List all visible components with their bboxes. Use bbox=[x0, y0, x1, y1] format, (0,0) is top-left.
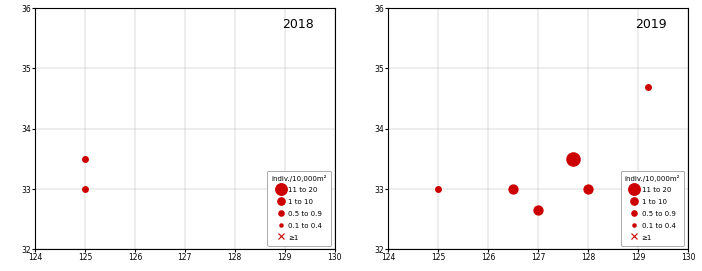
Text: 2019: 2019 bbox=[635, 18, 667, 31]
Point bbox=[533, 208, 544, 212]
Point bbox=[432, 187, 444, 191]
Point bbox=[567, 157, 578, 161]
Point bbox=[583, 187, 594, 191]
Point bbox=[79, 157, 91, 161]
Legend: 11 to 20, 1 to 10, 0.5 to 0.9, 0.1 to 0.4, ≥1: 11 to 20, 1 to 10, 0.5 to 0.9, 0.1 to 0.… bbox=[621, 171, 684, 246]
Point bbox=[79, 187, 91, 191]
Point bbox=[508, 187, 519, 191]
Legend: 11 to 20, 1 to 10, 0.5 to 0.9, 0.1 to 0.4, ≥1: 11 to 20, 1 to 10, 0.5 to 0.9, 0.1 to 0.… bbox=[267, 171, 331, 246]
Text: 2018: 2018 bbox=[282, 18, 314, 31]
Point bbox=[642, 84, 654, 89]
